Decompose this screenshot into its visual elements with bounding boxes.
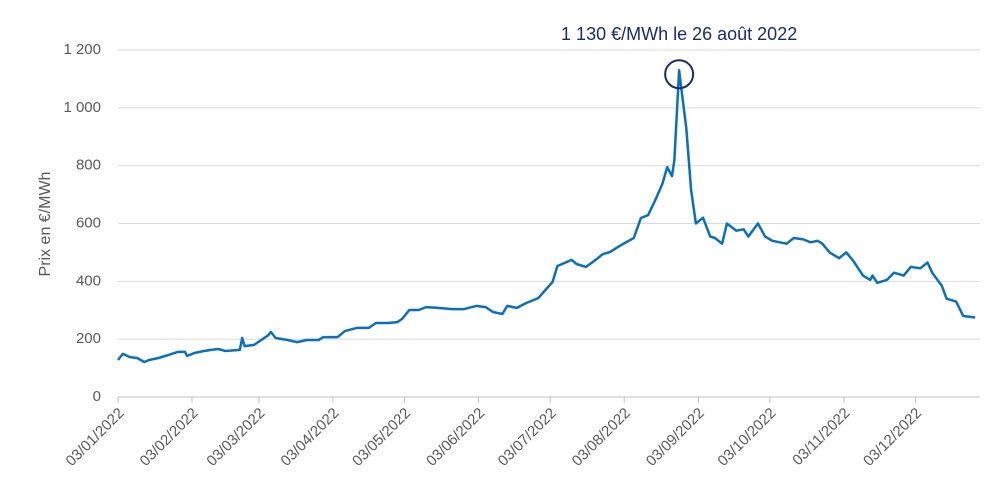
y-tick-label: 1 000 <box>63 99 101 116</box>
x-tick-label: 03/05/2022 <box>349 405 414 470</box>
annotation-circle <box>664 59 695 90</box>
y-tick-label: 200 <box>76 330 101 347</box>
x-tick-label: 03/02/2022 <box>137 405 202 470</box>
y-axis-title: Prix en €/MWh <box>37 172 54 277</box>
line <box>117 68 976 364</box>
x-tick-label: 03/11/2022 <box>789 405 853 469</box>
x-tick-label: 03/08/2022 <box>569 405 634 470</box>
y-tick-label: 1 200 <box>63 41 101 58</box>
x-tick-label: 03/07/2022 <box>495 405 560 470</box>
x-tick-label: 03/10/2022 <box>714 405 779 470</box>
y-tick-label: 800 <box>76 157 101 174</box>
y-tick-label: 0 <box>93 388 101 405</box>
annotation-text: 1 130 €/MWh le 26 août 2022 <box>561 24 797 44</box>
x-tick-label: 03/04/2022 <box>277 405 342 470</box>
y-tick-label: 400 <box>76 272 101 289</box>
x-tick-label: 03/01/2022 <box>63 405 128 470</box>
x-tick-label: 03/12/2022 <box>860 405 925 470</box>
x-tick-label: 03/03/2022 <box>203 405 268 470</box>
y-tick-label: 600 <box>76 214 101 231</box>
x-tick-label: 03/09/2022 <box>643 405 708 470</box>
x-tick-label: 03/06/2022 <box>423 405 488 470</box>
